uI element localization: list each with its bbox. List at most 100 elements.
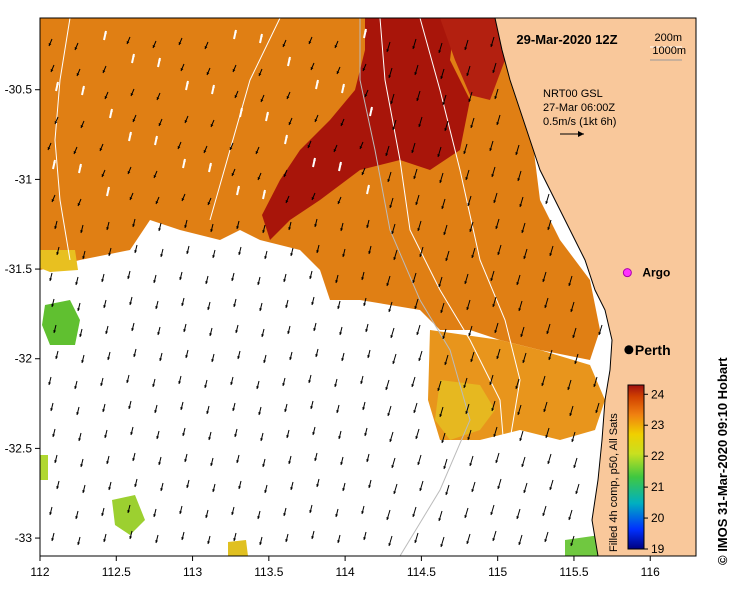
current-vector-head <box>342 488 346 491</box>
colorbar-tick-label: 23 <box>651 418 665 432</box>
current-vector-head <box>469 463 473 466</box>
current-vector-head <box>414 306 418 309</box>
current-vector-head <box>255 151 259 154</box>
current-vector-head <box>126 380 130 383</box>
current-vector-head <box>100 383 104 386</box>
current-vector-head <box>259 542 263 545</box>
current-vector-head <box>385 387 389 390</box>
current-vector-head <box>493 200 497 203</box>
current-vector-head <box>283 513 287 516</box>
city-dot-icon <box>624 345 634 355</box>
current-vector-head <box>368 485 372 488</box>
current-vector-head <box>465 177 469 180</box>
current-vector-head <box>232 408 236 411</box>
current-vector-head <box>316 250 320 253</box>
plot-area <box>40 18 696 556</box>
current-vector-head <box>264 490 268 493</box>
current-vector-head <box>361 511 365 514</box>
current-vector-head <box>415 202 419 205</box>
current-vector-head <box>285 305 289 308</box>
current-vector-head <box>335 514 339 517</box>
y-tick-label: -30.5 <box>5 83 33 97</box>
current-vector-head <box>393 491 397 494</box>
current-vector-head <box>386 283 390 286</box>
current-vector-head <box>496 122 500 125</box>
current-vector-head <box>53 160 56 163</box>
isobath-west <box>54 18 71 261</box>
colorbar-tick-label: 24 <box>651 387 665 401</box>
current-vector-head <box>442 102 446 105</box>
current-vector-head <box>414 540 418 543</box>
current-vector-head <box>55 356 59 359</box>
current-vector-head <box>212 489 216 492</box>
y-tick-label: -32.5 <box>5 441 33 455</box>
current-vector-head <box>386 517 390 520</box>
current-vector-head <box>335 280 339 283</box>
current-vector-head <box>204 46 208 49</box>
current-vector-head <box>82 256 86 259</box>
current-vector-head <box>418 124 422 127</box>
current-vector-head <box>570 543 574 546</box>
current-vector-head <box>497 252 501 255</box>
land-area <box>495 18 696 556</box>
plot-frame <box>39 17 697 557</box>
current-vector-head <box>341 358 345 361</box>
current-vector-head <box>155 201 159 204</box>
isobath-legend-200m: 200m <box>654 32 682 44</box>
current-vector-head <box>549 487 553 490</box>
current-vector-head <box>285 200 289 203</box>
current-vector-head <box>366 459 370 462</box>
current-vector-head <box>416 332 420 335</box>
current-vector-head <box>546 331 550 334</box>
current-vector-head <box>494 96 498 99</box>
current-vector-head <box>289 357 293 360</box>
current-vector-head <box>283 279 287 282</box>
current-vector-head <box>50 408 54 411</box>
current-vector-head <box>542 279 546 282</box>
current-vector-head <box>158 58 161 61</box>
current-vector-head <box>102 70 106 73</box>
current-vector-head <box>570 309 574 312</box>
current-vector-head <box>210 463 214 466</box>
current-vector-head <box>264 256 268 259</box>
current-vector-head <box>490 278 494 281</box>
current-vector-head <box>238 486 242 489</box>
current-vector-head <box>257 516 261 519</box>
current-vector-head <box>468 333 472 336</box>
current-vector-head <box>414 72 418 75</box>
current-vector-head <box>80 230 84 233</box>
current-vector-head <box>206 411 210 414</box>
current-vector-head <box>463 385 467 388</box>
current-vector-head <box>49 512 53 515</box>
current-vector-head <box>179 511 183 514</box>
current-vector-head <box>177 146 181 149</box>
current-vector-head <box>523 256 527 259</box>
current-vector-head <box>412 280 416 283</box>
sst-green-patch-sw <box>40 455 48 480</box>
current-vector-head <box>129 197 133 200</box>
current-vector-head <box>469 229 473 232</box>
current-vector-head <box>80 464 84 467</box>
current-vector-head <box>154 410 158 413</box>
current-vector-head <box>571 439 575 442</box>
current-vector-head <box>470 125 474 128</box>
current-vector-head <box>266 112 269 115</box>
current-vector-head <box>367 185 370 188</box>
current-vector-head <box>258 412 262 415</box>
current-vector-head <box>593 384 597 387</box>
current-vector-head <box>541 383 545 386</box>
current-vector-head <box>360 381 364 384</box>
current-vector-head <box>575 491 579 494</box>
current-vector-head <box>340 462 344 465</box>
current-vector-head <box>492 304 496 307</box>
current-vector-head <box>389 205 393 208</box>
current-vector-head <box>523 490 527 493</box>
current-vector-head <box>77 203 81 206</box>
current-vector-head <box>490 512 494 515</box>
current-vector-head <box>73 151 77 154</box>
current-vector-head <box>233 538 237 541</box>
x-tick-label: 115 <box>488 565 507 579</box>
current-vector-head <box>314 224 318 227</box>
current-vector-head <box>208 437 212 440</box>
